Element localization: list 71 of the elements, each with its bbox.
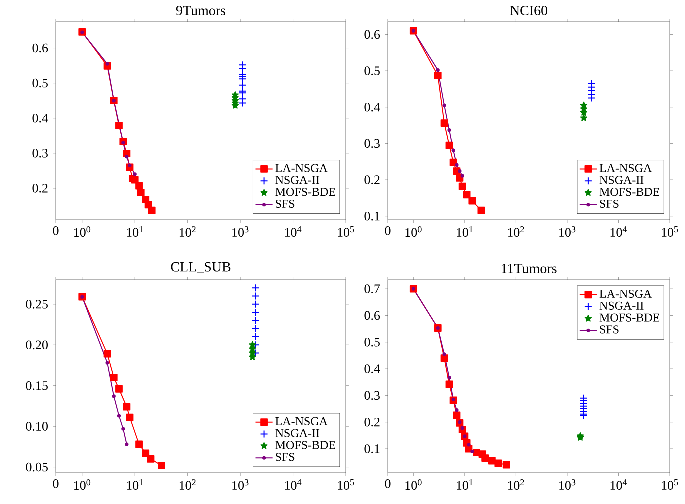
x-tick-label: 10$^{0}$ (406, 480, 422, 490)
y-tick-label: 0.1 (364, 212, 380, 221)
x-tick-label: 0 (385, 480, 391, 488)
x-tick-label: 10$^{1}$ (127, 480, 144, 490)
x-tick-label: 10$^{3}$ (232, 480, 249, 490)
x-tick-label: 10$^{4}$ (285, 226, 302, 237)
legend-label: LA-NSGA (600, 290, 652, 298)
x-tick-label: 10$^{2}$ (508, 480, 524, 490)
x-tick-label: 10$^{0}$ (406, 226, 422, 238)
legend-label: LA-NSGA (600, 164, 652, 172)
x-tick-label: 10$^{2}$ (180, 480, 196, 490)
x-tick-label: 10$^{0}$ (74, 480, 91, 490)
legend-label: LA-NSGA (276, 417, 328, 426)
legend-label: MOFS-BDE (600, 314, 660, 322)
y-tick-label: 0.7 (364, 284, 380, 294)
y-tick-label: 0.25 (26, 300, 48, 309)
x-tick-label: 10$^{5}$ (662, 226, 678, 237)
legend-label: SFS (276, 200, 295, 208)
y-tick-label: 0.3 (364, 391, 380, 400)
x-tick-label: 10$^{4}$ (285, 480, 302, 490)
legend-label: NSGA-II (600, 302, 644, 310)
x-tick-label: 0 (385, 226, 391, 236)
y-tick-label: 0.20 (26, 340, 48, 350)
legend-label: MOFS-BDE (276, 188, 336, 196)
chart-title: CLL_SUB (171, 262, 231, 274)
x-tick-label: 10$^{4}$ (610, 480, 628, 490)
legend-label: MOFS-BDE (276, 441, 336, 450)
x-tick-label: 10$^{2}$ (180, 226, 196, 238)
x-tick-label: 10$^{0}$ (74, 226, 91, 238)
x-tick-label: 10$^{5}$ (338, 480, 354, 490)
y-tick-label: 0.2 (32, 184, 48, 193)
y-tick-label: 0.2 (364, 176, 380, 184)
x-tick-label: 10$^{3}$ (232, 226, 249, 238)
x-tick-label: 10$^{1}$ (457, 480, 473, 490)
chart-title: 9Tumors (176, 6, 226, 16)
legend-label: SFS (600, 200, 619, 208)
legend-label: SFS (600, 326, 619, 334)
y-tick-label: 0.05 (26, 462, 48, 472)
x-tick-label: 10$^{5}$ (338, 226, 354, 237)
legend-label: MOFS-BDE (600, 188, 660, 196)
y-tick-label: 0.6 (32, 44, 48, 53)
x-tick-label: 0 (53, 226, 59, 236)
x-tick-label: 10$^{1}$ (127, 226, 144, 238)
y-tick-label: 0.2 (364, 418, 380, 427)
y-tick-label: 0.6 (364, 30, 380, 40)
x-tick-label: 10$^{1}$ (457, 226, 473, 238)
y-tick-label: 0.4 (364, 102, 380, 112)
legend-label: LA-NSGA (276, 164, 328, 172)
y-tick-label: 0.3 (32, 149, 48, 158)
y-tick-label: 0.5 (364, 66, 380, 76)
x-tick-label: 10$^{3}$ (560, 226, 576, 238)
chart-title: 11Tumors (502, 264, 557, 274)
x-tick-label: 10$^{2}$ (508, 226, 524, 238)
y-tick-label: 0.10 (26, 422, 48, 431)
chart-title: NCI60 (510, 6, 548, 16)
x-tick-label: 10$^{3}$ (560, 480, 576, 490)
legend-label: NSGA-II (600, 176, 644, 184)
y-tick-label: 0.5 (364, 338, 380, 347)
y-tick-label: 0.4 (32, 114, 48, 123)
y-tick-label: 0.6 (364, 311, 380, 320)
y-tick-label: 0.5 (32, 78, 48, 88)
x-tick-label: 0 (53, 480, 59, 488)
y-tick-label: 0.4 (364, 364, 380, 374)
legend-label: NSGA-II (276, 429, 320, 438)
y-tick-label: 0.3 (364, 139, 380, 148)
x-tick-label: 10$^{5}$ (662, 480, 678, 490)
legend-label: NSGA-II (276, 176, 320, 184)
y-tick-label: 0.1 (364, 444, 380, 454)
y-tick-label: 0.15 (26, 381, 48, 390)
x-tick-label: 10$^{4}$ (610, 226, 628, 237)
legend-label: SFS (276, 453, 295, 462)
